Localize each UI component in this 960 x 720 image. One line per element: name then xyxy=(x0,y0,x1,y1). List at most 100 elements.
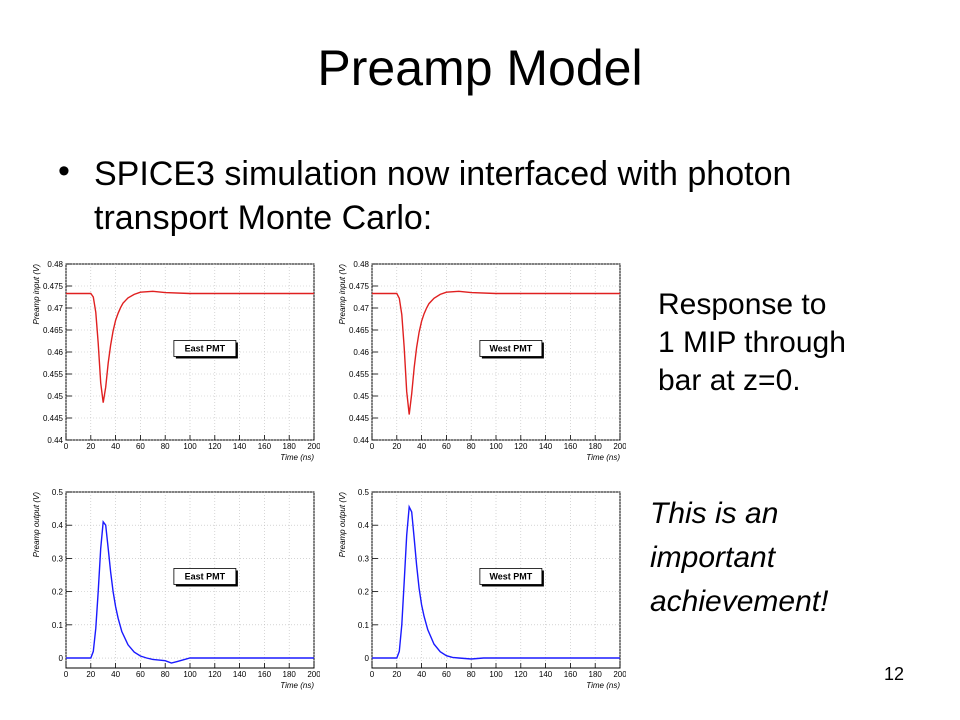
achievement-note: This is an important achievement! xyxy=(650,497,829,618)
x-tick-label: 80 xyxy=(467,670,476,679)
y-tick-label: 0.48 xyxy=(47,260,63,269)
y-tick-label: 0.1 xyxy=(358,621,370,630)
x-tick-label: 140 xyxy=(233,442,247,451)
x-tick-label: 40 xyxy=(111,670,120,679)
chart-svg: 0 20 40 60 80 100 120 140 160 180 200 0.44 0.445 0.45… xyxy=(338,260,626,462)
legend-label: East PMT xyxy=(185,343,226,353)
series-line xyxy=(372,504,620,660)
series-line xyxy=(372,290,620,415)
legend-label: East PMT xyxy=(185,571,226,581)
x-tick-label: 180 xyxy=(589,670,603,679)
x-axis-title: Time (ns) xyxy=(280,681,314,690)
x-tick-label: 60 xyxy=(442,670,451,679)
y-tick-label: 0.2 xyxy=(358,588,370,597)
y-tick-label: 0.475 xyxy=(349,282,370,291)
x-tick-label: 0 xyxy=(370,442,375,451)
y-tick-label: 0.46 xyxy=(47,348,63,357)
y-tick-label: 0.1 xyxy=(52,621,64,630)
y-tick-label: 0.4 xyxy=(358,521,370,530)
legend-box xyxy=(173,340,237,357)
y-tick-label: 0.4 xyxy=(52,521,64,530)
y-axis-title: Preamp input (V) xyxy=(338,264,347,325)
series-line xyxy=(66,520,314,664)
legend-box xyxy=(479,340,543,357)
page-number: 12 xyxy=(884,664,905,684)
x-tick-label: 120 xyxy=(514,442,528,451)
x-tick-label: 140 xyxy=(233,670,247,679)
x-tick-label: 140 xyxy=(539,670,553,679)
x-tick-label: 160 xyxy=(258,442,272,451)
y-tick-label: 0.455 xyxy=(43,370,64,379)
x-tick-label: 0 xyxy=(370,670,375,679)
y-tick-label: 0.3 xyxy=(52,554,64,563)
x-tick-label: 200 xyxy=(307,442,320,451)
slide-title: Preamp Model xyxy=(317,40,643,96)
x-axis-title: Time (ns) xyxy=(280,453,314,462)
x-tick-label: 140 xyxy=(539,442,553,451)
y-tick-label: 0.45 xyxy=(47,392,63,401)
chart-svg: 0 20 40 60 80 100 120 140 160 180 200 0.44 0.445 0.45… xyxy=(32,260,320,462)
series-line xyxy=(66,290,314,403)
bullet-text: SPICE3 simulation now interfaced with ph… xyxy=(94,155,792,237)
y-tick-label: 0 xyxy=(365,654,370,663)
bullet-marker: • xyxy=(58,152,70,190)
x-tick-label: 40 xyxy=(417,442,426,451)
y-tick-label: 0.465 xyxy=(43,326,64,335)
y-tick-label: 0 xyxy=(59,654,64,663)
x-tick-label: 80 xyxy=(161,670,170,679)
chart-preamp-output-west: 0 20 40 60 80 100 120 140 160 180 200 0 0.1 0.2 0.3 0.4… xyxy=(336,484,626,694)
chart-svg: 0 20 40 60 80 100 120 140 160 180 200 0 0.1 0.2 0.3 0.4… xyxy=(32,488,320,690)
y-axis-title: Preamp input (V) xyxy=(32,264,41,325)
y-tick-label: 0.465 xyxy=(349,326,370,335)
y-tick-label: 0.3 xyxy=(358,554,370,563)
x-tick-label: 100 xyxy=(489,442,503,451)
x-tick-label: 80 xyxy=(467,442,476,451)
x-tick-label: 180 xyxy=(589,442,603,451)
y-tick-label: 0.48 xyxy=(353,260,369,269)
x-tick-label: 40 xyxy=(417,670,426,679)
x-tick-label: 60 xyxy=(136,670,145,679)
chart-preamp-input-west: 0 20 40 60 80 100 120 140 160 180 200 0.44 0.445 0.45… xyxy=(336,256,626,466)
x-tick-label: 20 xyxy=(392,670,401,679)
x-tick-label: 60 xyxy=(136,442,145,451)
x-tick-label: 20 xyxy=(86,670,95,679)
legend-label: West PMT xyxy=(489,343,532,353)
x-tick-label: 180 xyxy=(283,670,297,679)
y-tick-label: 0.46 xyxy=(353,348,369,357)
x-tick-label: 160 xyxy=(564,442,578,451)
x-tick-label: 180 xyxy=(283,442,297,451)
x-tick-label: 80 xyxy=(161,442,170,451)
x-tick-label: 200 xyxy=(613,442,626,451)
y-tick-label: 0.475 xyxy=(43,282,64,291)
x-tick-label: 20 xyxy=(392,442,401,451)
x-tick-label: 20 xyxy=(86,442,95,451)
x-tick-label: 100 xyxy=(183,670,197,679)
x-axis-title: Time (ns) xyxy=(586,453,620,462)
legend-box xyxy=(479,568,543,585)
y-tick-label: 0.5 xyxy=(358,488,370,497)
chart-preamp-output-east: 0 20 40 60 80 100 120 140 160 180 200 0 0.1 0.2 0.3 0.4… xyxy=(30,484,320,694)
y-tick-label: 0.45 xyxy=(353,392,369,401)
x-tick-label: 200 xyxy=(613,670,626,679)
y-axis-title: Preamp output (V) xyxy=(338,492,347,558)
y-tick-label: 0.455 xyxy=(349,370,370,379)
x-tick-label: 120 xyxy=(208,442,222,451)
y-tick-label: 0.47 xyxy=(47,304,63,313)
y-axis-title: Preamp output (V) xyxy=(32,492,41,558)
x-tick-label: 120 xyxy=(208,670,222,679)
x-axis-title: Time (ns) xyxy=(586,681,620,690)
y-tick-label: 0.44 xyxy=(353,436,369,445)
x-tick-label: 160 xyxy=(564,670,578,679)
x-tick-label: 120 xyxy=(514,670,528,679)
x-tick-label: 100 xyxy=(183,442,197,451)
chart-preamp-input-east: 0 20 40 60 80 100 120 140 160 180 200 0.44 0.445 0.45… xyxy=(30,256,320,466)
x-tick-label: 160 xyxy=(258,670,272,679)
legend-label: West PMT xyxy=(489,571,532,581)
x-tick-label: 40 xyxy=(111,442,120,451)
x-tick-label: 60 xyxy=(442,442,451,451)
y-tick-label: 0.445 xyxy=(349,414,370,423)
x-tick-label: 100 xyxy=(489,670,503,679)
legend-box xyxy=(173,568,237,585)
x-tick-label: 0 xyxy=(64,442,69,451)
chart-svg: 0 20 40 60 80 100 120 140 160 180 200 0 0.1 0.2 0.3 0.4… xyxy=(338,488,626,690)
